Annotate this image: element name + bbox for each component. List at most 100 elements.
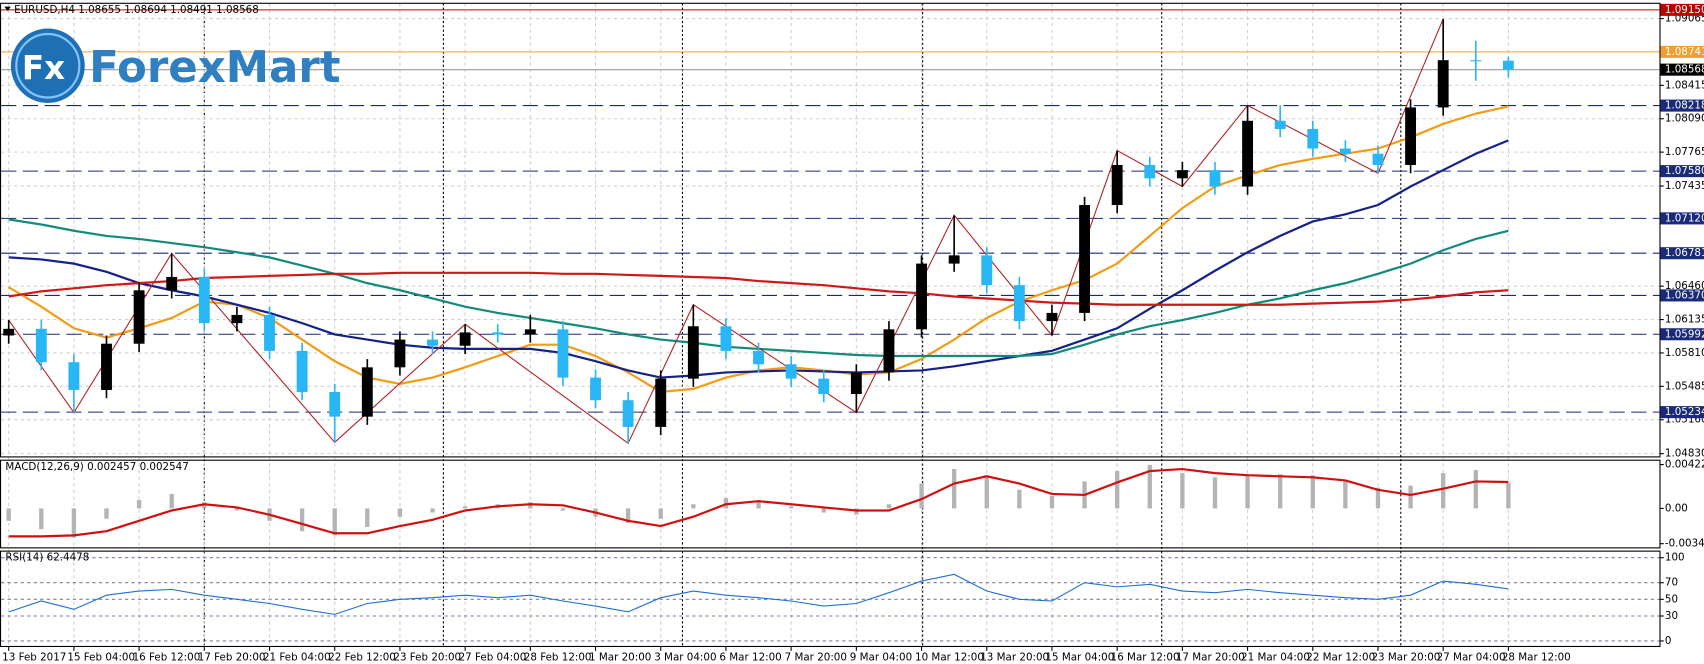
histogram-bar [71, 508, 77, 538]
candle-body [101, 343, 112, 390]
logo: Fx ForexMart [10, 28, 341, 103]
x-tick-label: 22 Mar 12:00 [1306, 651, 1375, 663]
candle-body [1372, 153, 1384, 165]
candle-body [1307, 129, 1319, 149]
candle-body [1144, 164, 1156, 179]
level-label: 1.09150 [1665, 4, 1704, 16]
level-label: 1.07120 [1665, 212, 1704, 224]
histogram-bar [1049, 495, 1055, 509]
candle-body [1470, 60, 1482, 62]
level-tag [1660, 212, 1704, 225]
level-tag [1660, 99, 1704, 112]
y-tick-label: 50 [1665, 593, 1678, 605]
y-tick-label: 70 [1665, 577, 1678, 589]
level-tag [1660, 165, 1704, 178]
x-tick-label: 17 Feb 20:00 [198, 651, 266, 663]
panel-title: MACD(12,26,9) 0.002457 0.002547 [5, 461, 188, 473]
candle-body [655, 378, 667, 427]
x-tick-label: 6 Mar 12:00 [719, 651, 781, 663]
histogram-bar [430, 508, 435, 513]
level-label: 1.05992 [1665, 328, 1704, 340]
x-tick-label: 23 Mar 20:00 [1371, 651, 1440, 663]
histogram-bar [1114, 471, 1120, 509]
level-tag [1660, 247, 1704, 260]
histogram-bar [886, 504, 892, 509]
moving-average [8, 271, 1509, 306]
level-label: 1.08741 [1665, 46, 1704, 58]
x-tick-label: 10 Mar 12:00 [915, 651, 984, 663]
candle-body [1242, 120, 1254, 187]
x-tick-label: 16 Mar 12:00 [1111, 651, 1180, 663]
candle-body [35, 328, 47, 363]
histogram-bar [788, 506, 794, 509]
candle-body [1405, 107, 1417, 165]
x-tick-label: 28 Feb 12:00 [524, 651, 592, 663]
histogram-bar [1310, 475, 1315, 509]
y-tick-label: 1.04830 [1665, 448, 1704, 460]
x-tick-label: 9 Mar 04:00 [850, 651, 912, 663]
level-label: 1.08568 [1665, 64, 1704, 76]
candle-body [133, 290, 145, 344]
histogram-bar [951, 469, 957, 509]
histogram-bar [332, 508, 337, 536]
histogram-bar [821, 508, 826, 513]
x-tick-label: 21 Mar 04:00 [1241, 651, 1310, 663]
x-tick-label: 27 Feb 04:00 [459, 651, 527, 663]
logo-badge-text: Fx [22, 49, 65, 87]
candle-body [753, 350, 764, 365]
histogram-bar [1180, 473, 1185, 509]
candle-body [524, 329, 536, 335]
y-tick-label: 1.05810 [1665, 347, 1704, 359]
logo-name: ForexMart [89, 42, 340, 93]
candle-body [166, 276, 178, 291]
y-tick-label: 1.08090 [1665, 113, 1704, 125]
panel-frame [0, 2, 1661, 458]
candle-body [296, 350, 308, 392]
candle-body [590, 377, 601, 401]
candle-body [1437, 60, 1449, 108]
candle-body [557, 329, 569, 378]
candle-body [459, 332, 471, 346]
histogram-bar [169, 493, 174, 509]
x-tick-label: 27 Mar 04:00 [1437, 651, 1506, 663]
histogram-bar [136, 500, 142, 509]
logo-ring [15, 32, 81, 99]
level-tag [1660, 328, 1704, 341]
candle-body [1111, 164, 1123, 206]
level-tag [1660, 45, 1704, 58]
x-tick-label: 13 Mar 20:00 [980, 651, 1049, 663]
candle-body [1209, 170, 1221, 187]
candle-body [1339, 148, 1351, 154]
histogram-bar [984, 475, 989, 509]
histogram-bar [1408, 485, 1413, 509]
signal-line [8, 467, 1509, 538]
y-tick-label: 1.06135 [1665, 314, 1704, 326]
histogram-bar [691, 504, 696, 509]
x-tick-label: 17 Mar 20:00 [1176, 651, 1245, 663]
candle-body [1046, 312, 1058, 322]
candle-body [785, 364, 797, 379]
histogram-bar [756, 500, 761, 509]
candle-body [3, 328, 15, 336]
header-icon [4, 6, 11, 11]
x-tick-label: 13 Feb 2017 [2, 651, 66, 663]
histogram-bar [560, 508, 566, 511]
level-label: 1.08218 [1665, 100, 1704, 112]
histogram-bar [234, 508, 240, 511]
candle-body [264, 314, 275, 351]
candle-body [1013, 285, 1025, 322]
level-tag [1660, 3, 1704, 16]
x-tick-label: 3 Mar 04:00 [654, 651, 716, 663]
candle-body [850, 372, 862, 395]
histogram-bar [1343, 481, 1348, 509]
histogram-bar [625, 508, 631, 523]
y-tick-label: -0.003403 [1665, 538, 1704, 550]
y-tick-label: 0.00 [1665, 502, 1688, 514]
candle-body [231, 314, 243, 324]
candle-body [198, 276, 210, 324]
histogram-bar [1278, 474, 1283, 509]
